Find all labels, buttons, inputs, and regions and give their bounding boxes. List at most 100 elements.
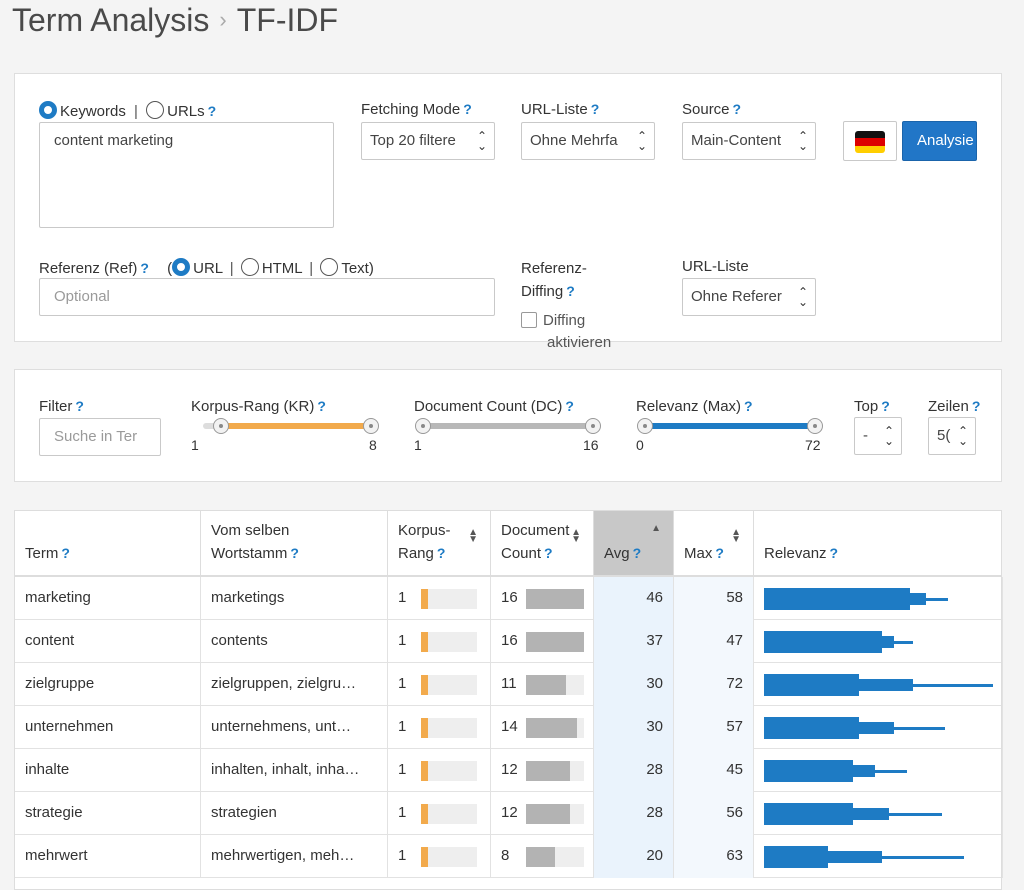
keywords-label[interactable]: Keywords [60,103,126,120]
keywords-textarea[interactable]: content marketing [39,122,334,228]
help-icon[interactable]: ? [75,398,84,414]
ref-url-label[interactable]: URL [193,260,223,277]
ref-url-radio[interactable] [172,258,191,276]
cell-wortstamm: strategien [201,792,388,835]
sort-icon[interactable]: ▲ ▼ [468,527,478,545]
help-icon[interactable]: ? [590,101,600,117]
table-row[interactable]: content contents 1 16 37 47 [15,620,1003,663]
kr-bar [421,847,428,867]
referenz-input[interactable]: Optional [39,278,495,316]
sort-asc-icon[interactable]: ▲ [651,523,661,534]
kr-slider-min-handle[interactable] [213,418,229,434]
query-panel: Keywords | URLs? content marketing Fetch… [14,73,1002,351]
table-row[interactable]: unternehmen unternehmens, unt… 1 14 30 57 [15,706,1003,749]
sort-icon[interactable]: ▲ ▼ [571,527,581,545]
help-icon[interactable]: ? [732,101,742,117]
help-icon[interactable]: ? [317,398,326,414]
table-row[interactable]: marketing marketings 1 16 46 58 [15,577,1003,620]
cell-avg-text: 20 [646,847,663,864]
relevance-avg-bar [764,760,853,782]
diffing-checkbox-box[interactable] [521,312,537,328]
kr-bar-bg [421,761,477,781]
dc-slider-track[interactable] [419,423,597,429]
rel-slider-max-handle[interactable] [807,418,823,434]
updown-chevron-icon: ⌃ ⌄ [797,129,809,153]
fetching-mode-select[interactable]: Top 20 filtere ⌃ ⌄ [361,122,495,160]
table-row[interactable]: strategie strategien 1 12 28 56 [15,792,1003,835]
table-row[interactable]: inhalte inhalten, inhalt, inha… 1 12 28 45 [15,749,1003,792]
th-term[interactable]: Term? [15,511,201,575]
ref-text-label[interactable]: Text) [341,260,374,277]
language-button[interactable] [843,121,897,161]
zeilen-select[interactable]: 5(⌃ ⌄ [928,417,976,455]
filter-input[interactable]: Suche in Ter [39,418,161,456]
help-icon[interactable]: ? [61,545,70,561]
cell-avg: 46 [594,577,674,620]
cell-korpus-rang-text: 1 [398,804,407,821]
diffing-checkbox[interactable]: Diffing aktivieren [521,310,611,354]
kr-bar [421,632,428,652]
th-document-count[interactable]: Document Count? ▲ ▼ [491,511,594,575]
dc-slider-min-handle[interactable] [415,418,431,434]
dc-slider-max-handle[interactable] [585,418,601,434]
cell-term-text: unternehmen [25,718,114,735]
th-avg[interactable]: Avg? ▲ [594,511,674,575]
dc-max-value: 16 [583,437,599,453]
help-icon[interactable]: ? [632,545,642,561]
th-max[interactable]: Max? ▲ ▼ [674,511,754,575]
help-icon[interactable]: ? [744,398,753,414]
ref-html-radio[interactable] [240,258,259,276]
cell-max-text: 63 [726,847,743,864]
help-icon[interactable]: ? [565,398,574,414]
cell-max: 63 [674,835,754,878]
urls-label[interactable]: URLs [167,103,205,120]
help-icon[interactable]: ? [881,398,890,414]
help-icon[interactable]: ? [290,545,299,561]
help-icon[interactable]: ? [544,545,553,561]
kr-max-value: 8 [369,437,377,453]
cell-relevanz [754,663,1003,706]
analyze-button[interactable]: Analysie [902,121,977,161]
cell-term: content [15,620,201,663]
rel-slider-min-handle[interactable] [637,418,653,434]
rel-label: Relevanz (Max)? [636,398,753,415]
cell-max: 45 [674,749,754,792]
ref-text-radio[interactable] [320,258,339,276]
cell-document-count-text: 12 [501,804,518,821]
help-icon[interactable]: ? [463,101,472,117]
cell-wortstamm: mehrwertigen, meh… [201,835,388,878]
rel-slider-track[interactable] [641,423,819,429]
cell-max-text: 58 [726,589,743,606]
table-row[interactable]: zielgruppe zielgruppen, zielgru… 1 11 30 72 [15,663,1003,706]
keywords-radio[interactable] [39,101,57,119]
ref-html-label[interactable]: HTML [261,260,303,277]
th-korpus-rang[interactable]: Korpus- Rang? ▲ ▼ [388,511,491,575]
url-liste-ref-select[interactable]: Ohne Referer ⌃ ⌄ [682,278,816,316]
cell-document-count: 12 [491,792,594,835]
cell-korpus-rang-text: 1 [398,718,407,735]
help-icon[interactable]: ? [436,545,446,561]
dc-label: Document Count (DC)? [414,398,574,415]
top-select[interactable]: - ⌃ ⌄ [854,417,902,455]
kr-slider-max-handle[interactable] [363,418,379,434]
help-icon[interactable]: ? [140,260,149,276]
help-icon[interactable]: ? [207,103,217,119]
urls-radio[interactable] [146,101,165,119]
kr-bar [421,718,428,738]
table-row[interactable]: mehrwert mehrwertigen, meh… 1 8 20 63 [15,835,1003,878]
th-relevanz[interactable]: Relevanz? [764,545,839,562]
cell-document-count: 16 [491,577,594,620]
url-liste-select[interactable]: Ohne Mehrfa ⌃ ⌄ [521,122,655,160]
source-label: Source? [682,101,742,118]
cell-term-text: marketing [25,589,91,606]
help-icon[interactable]: ? [715,545,724,561]
keywords-value: content marketing [54,132,174,149]
help-icon[interactable]: ? [566,283,575,299]
th-wortstamm[interactable]: Vom selben Wortstamm? [201,511,388,575]
help-icon[interactable]: ? [829,545,839,561]
cell-term: unternehmen [15,706,201,749]
sort-icon[interactable]: ▲ ▼ [731,527,741,545]
source-select[interactable]: Main-Content ⌃ ⌄ [682,122,816,160]
help-icon[interactable]: ? [971,398,981,414]
relevance-avg-bar [764,717,859,739]
